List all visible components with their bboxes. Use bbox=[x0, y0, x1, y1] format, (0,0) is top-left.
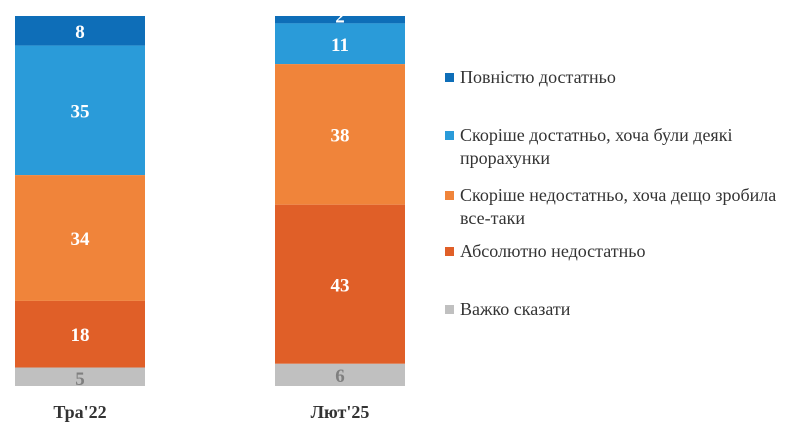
legend-swatch bbox=[445, 247, 454, 256]
bar-segment bbox=[15, 300, 145, 368]
legend-item: Скоріше достатньо, хоча були деякі прора… bbox=[445, 124, 780, 170]
data-label: 6 bbox=[335, 366, 345, 387]
bar-segment bbox=[15, 367, 145, 386]
data-label: 5 bbox=[75, 369, 85, 390]
data-label: 34 bbox=[71, 229, 91, 250]
legend-item: Важко сказати bbox=[445, 298, 570, 321]
legend-swatch bbox=[445, 305, 454, 314]
legend-label: Скоріше достатньо, хоча були деякі прора… bbox=[460, 125, 733, 168]
bar-segment bbox=[15, 175, 145, 301]
legend-swatch bbox=[445, 131, 454, 140]
legend-item: Повністю достатньо bbox=[445, 66, 616, 89]
bar-segment bbox=[275, 23, 405, 65]
legend-label: Важко сказати bbox=[460, 299, 571, 319]
data-label: 8 bbox=[75, 22, 85, 43]
legend-item: Абсолютно недостатньо bbox=[445, 240, 645, 263]
data-label: 38 bbox=[331, 125, 350, 146]
data-label: 18 bbox=[71, 325, 90, 346]
bar-segment bbox=[275, 16, 405, 24]
bar-segment bbox=[275, 64, 405, 205]
legend-label: Абсолютно недостатньо bbox=[460, 241, 646, 261]
data-label: 11 bbox=[331, 35, 349, 56]
bar-segment bbox=[15, 16, 145, 46]
legend-item: Скоріше недостатньо, хоча дещо зробила в… bbox=[445, 184, 780, 230]
data-label: 35 bbox=[71, 101, 90, 122]
bar-segment bbox=[275, 363, 405, 386]
data-label: 2 bbox=[335, 6, 345, 27]
legend-label: Повністю достатньо bbox=[460, 67, 616, 87]
bar-segment bbox=[15, 45, 145, 176]
bar-segment bbox=[275, 204, 405, 364]
legend-swatch bbox=[445, 73, 454, 82]
category-label: Лют'25 bbox=[311, 402, 370, 422]
legend-label: Скоріше недостатньо, хоча дещо зробила в… bbox=[460, 185, 777, 228]
category-label: Тра'22 bbox=[53, 402, 106, 422]
legend-swatch bbox=[445, 191, 454, 200]
data-label: 43 bbox=[331, 275, 350, 296]
